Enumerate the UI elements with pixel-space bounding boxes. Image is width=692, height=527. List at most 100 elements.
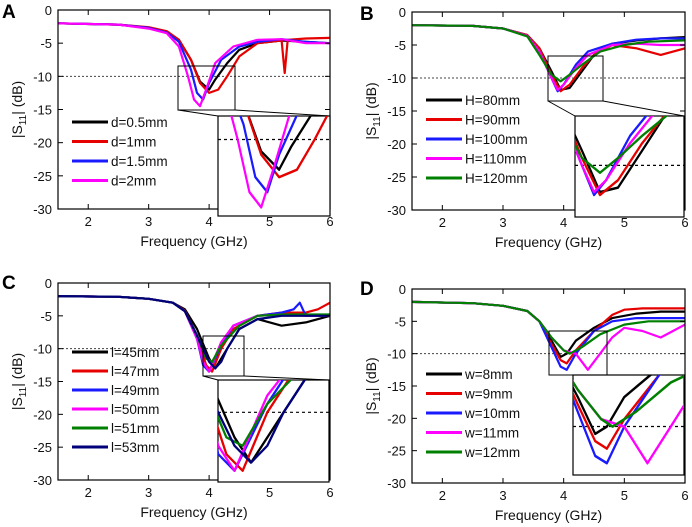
inset-series-line-3 xyxy=(573,375,662,465)
y-tick-label: 0 xyxy=(399,282,406,297)
y-tick-label: -20 xyxy=(387,411,406,426)
zoom-region-box xyxy=(202,335,245,377)
legend-item: l=50mm xyxy=(72,402,159,417)
y-tick-label: -30 xyxy=(33,473,52,488)
y-tick-label: 0 xyxy=(399,5,406,20)
inset-frame xyxy=(572,374,685,476)
y-tick-label: -20 xyxy=(33,136,52,151)
x-axis-label: Frequency (GHz) xyxy=(140,233,247,249)
inset-series-line-4 xyxy=(230,116,291,209)
inset-series-line-4 xyxy=(573,379,684,465)
x-tick-label: 4 xyxy=(205,485,212,500)
y-tick-label: -5 xyxy=(40,309,52,324)
legend-label: w=8mm xyxy=(464,367,513,382)
panel-letter: D xyxy=(360,279,374,300)
inset-series-line-2 xyxy=(218,380,290,472)
inset-series-group xyxy=(218,380,329,472)
y-axis-label-tail: | (dB) xyxy=(9,353,25,387)
legend-label: d=2mm xyxy=(111,174,156,189)
x-tick-label: 4 xyxy=(560,488,567,503)
y-axis-label: |S11| (dB) xyxy=(9,353,29,410)
legend-item: d=1mm xyxy=(72,135,156,150)
legend-item: H=120mm xyxy=(426,171,528,186)
y-tick-label: 0 xyxy=(45,276,52,291)
x-tick-label: 4 xyxy=(560,215,567,230)
inset-transform xyxy=(575,116,684,197)
inset-series-line-5 xyxy=(575,116,669,175)
legend-item: l=53mm xyxy=(72,440,159,455)
series-group xyxy=(412,24,685,93)
inset-series-group xyxy=(573,375,684,465)
y-tick-label: -15 xyxy=(33,103,52,118)
legend-item: w=12mm xyxy=(426,445,520,460)
legend-label: H=110mm xyxy=(465,152,527,167)
series-line-5 xyxy=(412,24,685,83)
legend-label: l=51mm xyxy=(111,421,159,436)
x-tick-label: 6 xyxy=(326,214,333,229)
inset-series-line-5 xyxy=(218,380,293,447)
legend-item: H=80mm xyxy=(426,93,520,108)
legend-item: H=110mm xyxy=(426,152,527,167)
y-tick-label: -30 xyxy=(387,203,406,218)
y-tick-label: -25 xyxy=(387,170,406,185)
legend-label: w=12mm xyxy=(464,445,520,460)
series-group xyxy=(58,22,330,108)
y-axis-label-sub: 11 xyxy=(372,116,383,127)
panel-A: A 2 3 4 5 6 0 -5 -10 -15 -20 -25 -30 Frequency (GHz) |… xyxy=(2,2,334,249)
y-tick-label: -5 xyxy=(394,38,406,53)
panel-C: C 2 3 4 5 6 0 -5 -10 -15 -20 -25 -30 Frequency (GHz) |… xyxy=(2,273,334,520)
y-tick-label: -10 xyxy=(33,342,52,357)
legend-label: d=1mm xyxy=(111,135,156,150)
zoom-connector-left xyxy=(202,375,219,381)
zoom-region-box xyxy=(547,55,604,102)
legend-item: w=11mm xyxy=(426,426,519,441)
y-tick-label: -25 xyxy=(33,440,52,455)
inset-transform xyxy=(573,375,684,465)
panel-letter: A xyxy=(2,2,16,23)
y-tick-label: -30 xyxy=(387,476,406,491)
legend-item: w=10mm xyxy=(426,406,520,421)
series-line-6 xyxy=(58,295,330,370)
x-tick-label: 2 xyxy=(85,485,92,500)
y-tick-label: 0 xyxy=(45,3,52,18)
x-tick-label: 3 xyxy=(145,485,152,500)
y-tick-label: -5 xyxy=(394,314,406,329)
inset-series-line-2 xyxy=(247,116,329,179)
x-tick-label: 2 xyxy=(439,215,446,230)
y-tick-label: -10 xyxy=(387,347,406,362)
inset-series-line-3 xyxy=(218,380,285,472)
legend-label: w=10mm xyxy=(464,406,520,421)
inset-series-line-2 xyxy=(573,375,661,450)
inset-series-line-1 xyxy=(573,375,653,436)
y-axis-label-tail: | (dB) xyxy=(363,82,379,116)
legend-label: H=80mm xyxy=(465,93,520,108)
x-tick-label: 3 xyxy=(145,214,152,229)
zoom-connector-right xyxy=(234,109,331,117)
inset-series-line-1 xyxy=(575,116,666,194)
y-axis-label-sub: 11 xyxy=(372,391,383,402)
x-tick-label: 2 xyxy=(439,488,446,503)
zoom-connector-right xyxy=(602,100,685,117)
legend-label: w=11mm xyxy=(464,426,519,441)
legend-item: l=47mm xyxy=(72,364,159,379)
legend-label: w=9mm xyxy=(464,387,513,402)
series-line-2 xyxy=(58,22,330,94)
y-axis-label-main: |S xyxy=(9,125,25,138)
x-tick-label: 3 xyxy=(499,215,506,230)
x-tick-label: 4 xyxy=(205,214,212,229)
legend-label: H=90mm xyxy=(465,113,520,128)
y-axis-label-sub: 11 xyxy=(18,114,29,125)
zoom-connector-left xyxy=(547,100,576,117)
y-axis-label-tail: | (dB) xyxy=(363,357,379,391)
y-tick-label: -20 xyxy=(33,407,52,422)
y-tick-label: -20 xyxy=(387,137,406,152)
x-tick-label: 5 xyxy=(621,215,628,230)
x-axis-label: Frequency (GHz) xyxy=(495,234,602,250)
x-tick-label: 5 xyxy=(266,214,273,229)
y-axis-label-main: |S xyxy=(9,397,25,410)
legend-label: l=45mm xyxy=(111,345,159,360)
y-tick-label: -25 xyxy=(33,169,52,184)
zoom-region-box xyxy=(177,65,236,111)
series-line-5 xyxy=(412,300,685,355)
